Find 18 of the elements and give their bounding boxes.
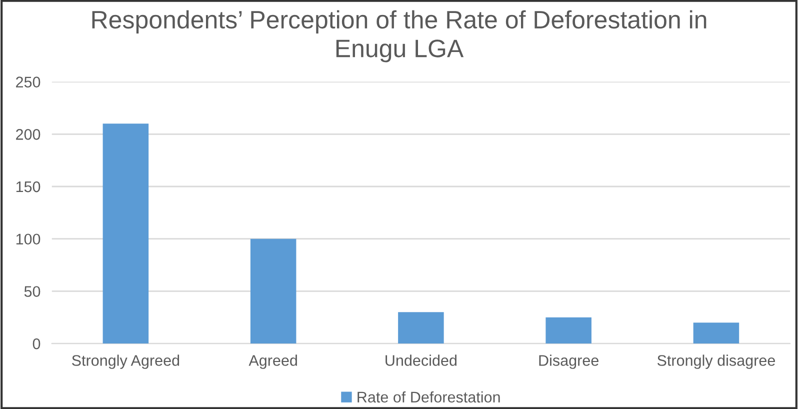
x-tick-label: Undecided [386, 354, 456, 366]
x-tick-label: Disagree [539, 354, 598, 369]
y-tick-label: 200 [16, 129, 40, 140]
bar [398, 312, 444, 344]
y-tick-label: 100 [16, 234, 40, 245]
bar [693, 322, 740, 344]
x-tick-label: Strongly disagree [657, 354, 775, 369]
x-tick-label: Agreed [248, 354, 297, 369]
legend-label: Rate of Deforestation [358, 391, 500, 403]
bar [250, 238, 296, 344]
y-tick-label: 150 [16, 181, 40, 192]
x-tick-label: Strongly Agreed [72, 354, 180, 369]
bar [546, 317, 592, 344]
bar [102, 124, 149, 344]
chart-title: Respondents’ Perception of the Rate of Deforestation in Enugu LGA [92, 10, 706, 62]
y-tick-label: 250 [16, 76, 40, 88]
y-tick-label: 0 [32, 338, 40, 350]
y-tick-label: 50 [24, 286, 40, 297]
